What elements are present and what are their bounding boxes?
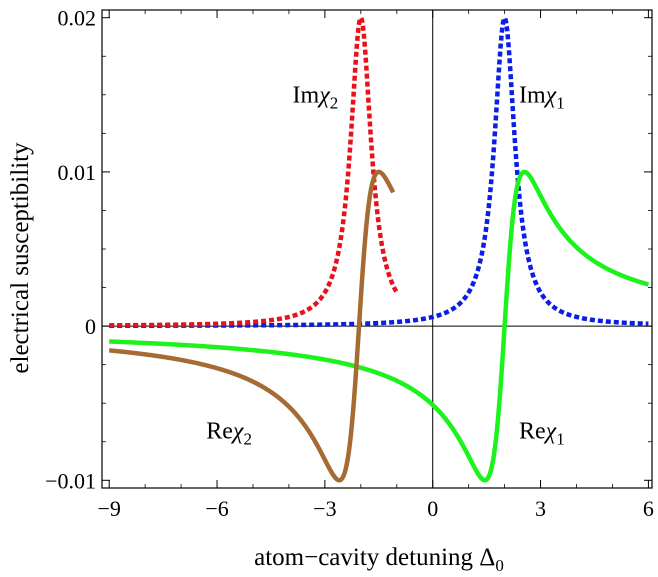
y-tick-label: 0 bbox=[85, 314, 96, 339]
y-tick-label: 0.01 bbox=[58, 160, 97, 185]
zero-lines bbox=[102, 10, 652, 488]
axis-ticks: −9 −6 −3 0 3 6 −0.01 0 0.01 0.02 bbox=[45, 6, 654, 521]
re-chi-2-curve bbox=[107, 169, 396, 483]
x-tick-label: −9 bbox=[97, 496, 120, 521]
re-chi-1-curve bbox=[108, 169, 650, 483]
y-axis-title: electrical susceptibility bbox=[7, 142, 34, 374]
re-chi-2-label: Reχ2 bbox=[206, 419, 252, 449]
x-tick-label: 0 bbox=[427, 496, 438, 521]
series-labels: Imχ1 Imχ2 Reχ1 Reχ2 bbox=[206, 83, 564, 449]
x-tick-label: 6 bbox=[643, 496, 654, 521]
series-layer bbox=[107, 15, 650, 483]
im-chi-1-label: Imχ1 bbox=[519, 83, 565, 113]
y-tick-label: 0.02 bbox=[58, 6, 97, 31]
im-chi-2-label: Imχ2 bbox=[293, 83, 339, 113]
x-tick-label: 3 bbox=[535, 496, 546, 521]
x-tick-label: −3 bbox=[313, 496, 336, 521]
x-tick-label: −6 bbox=[205, 496, 228, 521]
plot-border bbox=[101, 9, 653, 489]
im-chi-2-curve bbox=[107, 15, 399, 328]
y-tick-label: −0.01 bbox=[45, 468, 96, 493]
plot-frame bbox=[101, 9, 653, 489]
x-axis-title: atom−cavity detuning Δ0 bbox=[254, 544, 504, 575]
re-chi-1-label: Reχ1 bbox=[519, 419, 565, 449]
